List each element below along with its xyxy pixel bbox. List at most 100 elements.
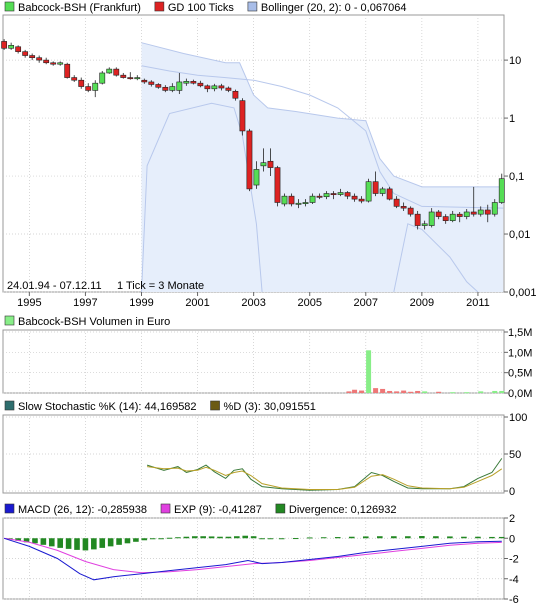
moving-average-line bbox=[141, 65, 504, 209]
candle bbox=[218, 83, 225, 91]
price-legend: Babcock-BSH (Frankfurt) GD 100 Ticks Bolli… bbox=[4, 1, 407, 14]
volume-bar bbox=[373, 388, 379, 393]
legend-label: Divergence: 0,126932 bbox=[289, 504, 397, 516]
y-tick-label: 0,1 bbox=[509, 171, 524, 183]
legend-label: GD 100 Ticks bbox=[168, 2, 235, 14]
y-tick-label: 0,5M bbox=[508, 368, 532, 380]
candle bbox=[169, 83, 176, 93]
candle bbox=[421, 220, 428, 230]
candle-body bbox=[162, 86, 169, 91]
divergence-bar bbox=[48, 538, 55, 547]
divergence-bar bbox=[377, 536, 383, 539]
x-tick-label: 2007 bbox=[354, 297, 378, 309]
divergence-bar bbox=[391, 536, 397, 539]
divergence-bar bbox=[99, 538, 106, 548]
y-tick-label: 0 bbox=[509, 486, 515, 498]
legend-swatch bbox=[4, 503, 15, 514]
candle-body bbox=[344, 192, 351, 197]
divergence-bar bbox=[225, 536, 232, 539]
volume-bar bbox=[478, 391, 484, 393]
candle-body bbox=[260, 162, 267, 167]
candle-body bbox=[386, 188, 393, 200]
volume-plot-frame bbox=[2, 329, 505, 394]
candle bbox=[92, 80, 99, 98]
candle-body bbox=[183, 81, 190, 84]
y-tick-label: 1,5M bbox=[508, 327, 532, 339]
divergence-bar bbox=[292, 538, 299, 540]
divergence-bar bbox=[489, 536, 495, 539]
candle-body bbox=[92, 82, 99, 91]
candle bbox=[302, 199, 309, 207]
volume-bar bbox=[408, 391, 414, 393]
candle-body bbox=[463, 211, 470, 217]
divergence-bar bbox=[461, 536, 467, 539]
candle bbox=[295, 199, 302, 209]
divergence-bar bbox=[166, 537, 173, 539]
y-tick-label: 2 bbox=[509, 513, 515, 525]
divergence-bar bbox=[175, 537, 181, 539]
candle bbox=[71, 75, 78, 82]
candle bbox=[176, 72, 183, 95]
tick-interval-label: 1 Tick = 3 Monate bbox=[117, 280, 204, 292]
divergence-bar bbox=[306, 537, 313, 539]
candle bbox=[183, 78, 190, 86]
y-tick-label: 0,01 bbox=[509, 229, 530, 241]
candle-body bbox=[36, 57, 43, 61]
stochastic-grid bbox=[3, 415, 504, 493]
divergence-bar bbox=[183, 536, 190, 539]
x-tick-label: 2009 bbox=[410, 297, 434, 309]
divergence-bar bbox=[116, 538, 122, 545]
candle bbox=[127, 72, 134, 80]
legend-label: Bollinger (20, 2): 0 - 0,067064 bbox=[261, 2, 407, 14]
candle-body bbox=[281, 195, 288, 205]
legend-swatch bbox=[247, 1, 258, 12]
divergence-bar bbox=[267, 538, 274, 540]
volume-bar bbox=[492, 390, 498, 393]
legend-label: Babcock-BSH (Frankfurt) bbox=[18, 2, 141, 14]
candle bbox=[29, 53, 36, 61]
volume-grid bbox=[3, 330, 504, 394]
bollinger-band bbox=[141, 42, 504, 293]
candle-body bbox=[1, 41, 8, 49]
candle bbox=[43, 57, 50, 65]
candle bbox=[64, 62, 71, 79]
volume-bar bbox=[464, 392, 470, 394]
candle-body bbox=[99, 72, 106, 84]
divergence-bar bbox=[200, 536, 206, 539]
candle bbox=[274, 165, 281, 207]
legend-label: EXP (9): -0,41287 bbox=[174, 504, 262, 516]
divergence-bar bbox=[158, 538, 164, 540]
divergence-bar bbox=[278, 538, 285, 540]
candle-body bbox=[211, 85, 218, 90]
candle-body bbox=[253, 169, 260, 186]
volume-bar bbox=[401, 390, 407, 393]
exp-line bbox=[4, 537, 502, 574]
divergence-bar bbox=[65, 538, 72, 549]
divergence-bar bbox=[15, 538, 21, 541]
volume-bar bbox=[346, 391, 352, 393]
divergence-bar bbox=[82, 538, 89, 551]
candle bbox=[337, 188, 344, 197]
divergence-bar bbox=[259, 538, 265, 540]
candle-body bbox=[22, 51, 29, 56]
candle-body bbox=[484, 209, 491, 215]
candle-body bbox=[337, 192, 344, 195]
candle-body bbox=[358, 198, 365, 202]
divergence-bar bbox=[348, 536, 355, 539]
candle-body bbox=[15, 46, 22, 52]
candle-body bbox=[176, 81, 183, 91]
candle-body bbox=[449, 213, 456, 221]
candle bbox=[57, 61, 64, 66]
candle bbox=[414, 210, 421, 230]
date-range-label: 24.01.94 - 07.12.11 bbox=[7, 280, 102, 292]
candle bbox=[232, 89, 239, 101]
candle-body bbox=[106, 68, 113, 74]
candle bbox=[106, 67, 113, 74]
divergence-bar bbox=[242, 535, 249, 539]
stochastic-y-axis: 100 50 0 bbox=[504, 412, 527, 498]
candle bbox=[267, 148, 274, 177]
divergence-bar bbox=[433, 536, 439, 539]
y-tick-label: 1 bbox=[509, 113, 515, 125]
candle bbox=[190, 79, 197, 85]
